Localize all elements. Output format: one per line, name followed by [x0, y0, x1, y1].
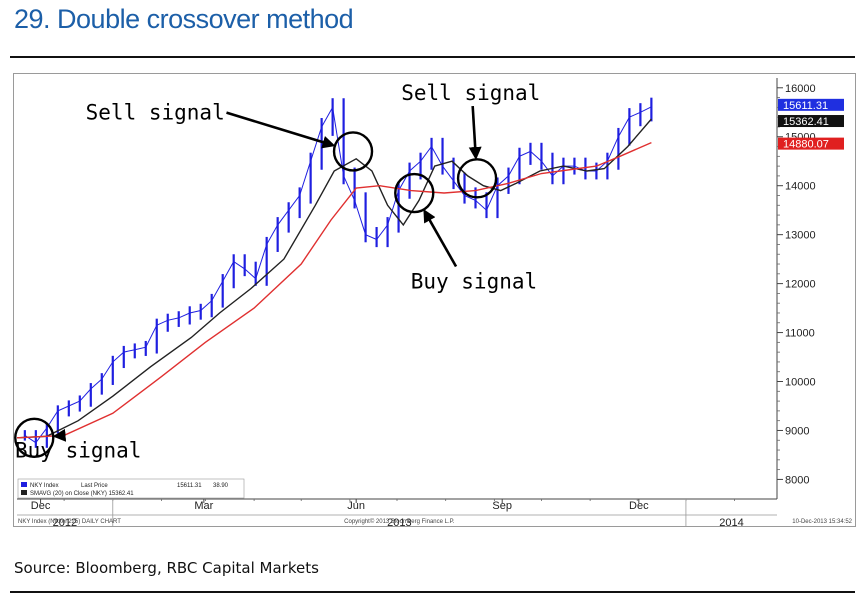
legend-value: 15611.31: [177, 483, 202, 489]
chart-footer-left: NKY Index (Nikkei 225) DAILY CHART: [18, 519, 121, 525]
y-tick-label: 9000: [785, 425, 809, 437]
last-value-tag: 15362.41: [778, 115, 844, 128]
legend-swatch-sma20: [21, 490, 27, 495]
year-label: 2013: [387, 517, 411, 526]
signal-arrow: [468, 105, 482, 160]
bottom-rule: [10, 591, 855, 593]
last-value-label: 15611.31: [783, 100, 828, 112]
last-value-box: [778, 115, 844, 128]
y-tick-label: 14000: [785, 181, 816, 193]
signal-arrow: [423, 209, 458, 268]
signal-label: Sell signal: [86, 101, 225, 125]
y-tick-label: 11000: [785, 328, 815, 340]
chart-canvas: 8000900010000110001200013000140001500016…: [14, 78, 853, 526]
signal-label: Sell signal: [401, 81, 540, 105]
signal-arrow: [52, 428, 67, 442]
last-value-box: [778, 98, 844, 111]
x-tick-label: Dec: [629, 500, 649, 512]
long-ma-line: [16, 141, 652, 439]
chart-frame: 8000900010000110001200013000140001500016…: [13, 73, 856, 527]
last-value-label: 15362.41: [783, 116, 829, 128]
top-rule: [10, 56, 855, 58]
y-tick-label: 16000: [785, 83, 816, 95]
x-tick-label: Sep: [492, 500, 512, 512]
x-tick-label: Jun: [347, 500, 365, 512]
year-label: 2012: [53, 517, 77, 526]
last-value-label: 14880.07: [783, 139, 829, 151]
y-tick-label: 10000: [785, 377, 816, 389]
legend-name: NKY Index: [30, 483, 59, 489]
legend-box: [17, 478, 245, 499]
sma20-line: [16, 118, 652, 439]
signal-label: Buy signal: [15, 438, 141, 462]
chart-footer-right: 10-Dec-2013 15:34:52: [792, 519, 852, 525]
y-tick-label: 13000: [785, 230, 816, 242]
x-tick-label: Dec: [31, 500, 51, 512]
source-note: Source: Bloomberg, RBC Capital Markets: [14, 559, 319, 577]
legend-field: Last Price: [81, 483, 108, 489]
legend-sma20: SMAVG (20) on Close (NKY) 15362.41: [30, 491, 134, 497]
signal-label: Buy signal: [411, 270, 537, 294]
signal-arrow: [226, 111, 336, 149]
y-tick-label: 12000: [785, 279, 816, 291]
signal-circle: [332, 131, 374, 172]
last-value-tag: 15611.31: [778, 98, 844, 112]
last-value-box: [778, 137, 844, 150]
signal-circle: [394, 172, 435, 214]
year-label: 2014: [719, 517, 743, 526]
legend: NKY Index Last Price 15611.31 38.90 SMAVG (2…: [17, 478, 245, 499]
chart-footer-center: Copyright© 2013 Bloomberg Finance L.P.: [344, 518, 455, 525]
legend-change: 38.90: [213, 483, 229, 489]
y-tick-label: 8000: [785, 474, 809, 486]
x-tick-label: Mar: [194, 500, 213, 512]
last-value-tag: 14880.07: [778, 137, 844, 151]
legend-swatch-price: [21, 482, 27, 487]
page-title: 29. Double crossover method: [14, 4, 354, 34]
